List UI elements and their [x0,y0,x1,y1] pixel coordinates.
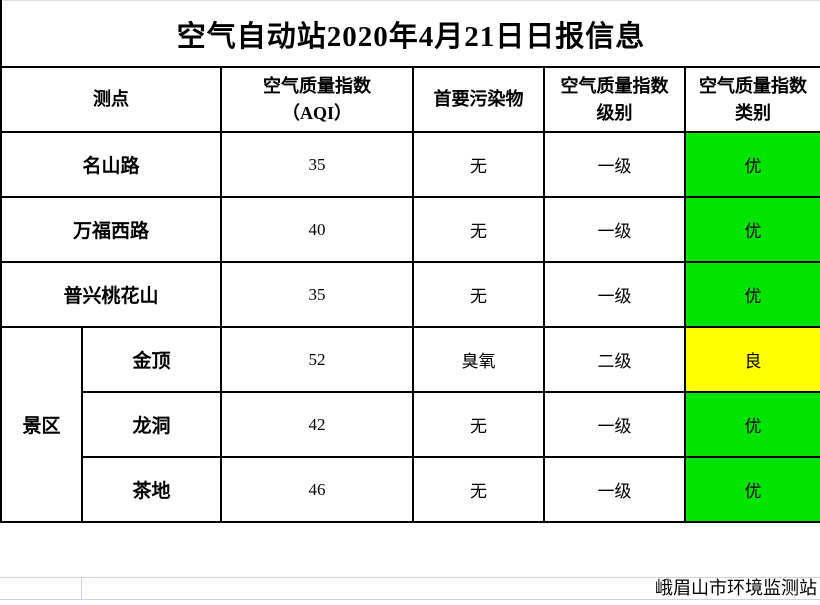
level-value: 一级 [543,391,686,458]
monitoring-station-signature: 峨眉山市环境监测站 [655,578,817,598]
table-row: 茶地 46 无 一级 优 [1,456,820,523]
category-badge: 优 [683,391,820,458]
gridline-divider [81,578,82,599]
table-row: 普兴桃花山 35 无 一级 优 [0,261,820,328]
site-name: 金顶 [81,326,222,393]
category-badge: 优 [683,196,820,263]
pollutant-value: 无 [412,456,545,523]
title-row: 空气自动站2020年4月21日日报信息 [0,0,820,68]
pollutant-value: 无 [412,196,545,263]
aqi-value: 52 [220,326,414,393]
aqi-value: 35 [220,131,414,198]
site-name: 万福西路 [0,196,222,263]
column-header-aqi: 空气质量指数 （AQI） [220,66,414,133]
level-value: 一级 [543,261,686,328]
site-name: 龙洞 [81,391,222,458]
level-value: 一级 [543,196,686,263]
pollutant-value: 臭氧 [412,326,545,393]
aqi-value: 35 [220,261,414,328]
site-name: 普兴桃花山 [0,261,222,328]
footer-gridline-row: 峨眉山市环境监测站 [0,577,820,600]
column-header-pollutant: 首要污染物 [412,66,545,133]
report-table: 空气自动站2020年4月21日日报信息 测点 空气质量指数 （AQI） 首要污染… [0,0,820,523]
category-badge: 优 [683,131,820,198]
aqi-value: 46 [220,456,414,523]
category-badge: 优 [683,456,820,523]
header-row: 测点 空气质量指数 （AQI） 首要污染物 空气质量指数 级别 空气质量指数 类… [0,66,820,133]
level-value: 一级 [543,131,686,198]
site-group-label: 景区 [0,326,83,523]
pollutant-value: 无 [412,261,545,328]
column-header-site: 测点 [0,66,222,133]
page-title: 空气自动站2020年4月21日日报信息 [0,0,820,68]
site-name: 名山路 [0,131,222,198]
category-badge: 优 [683,261,820,328]
table-row: 景区 金顶 52 臭氧 二级 良 [0,326,820,523]
aqi-value: 40 [220,196,414,263]
aqi-value: 42 [220,391,414,458]
column-header-level: 空气质量指数 级别 [543,66,686,133]
column-header-category: 空气质量指数 类别 [683,66,820,133]
table-row: 名山路 35 无 一级 优 [0,131,820,198]
level-value: 一级 [543,456,686,523]
level-value: 二级 [543,326,686,393]
pollutant-value: 无 [412,131,545,198]
site-name: 茶地 [81,456,222,523]
category-badge: 良 [683,326,820,393]
pollutant-value: 无 [412,391,545,458]
table-row: 万福西路 40 无 一级 优 [0,196,820,263]
table-row: 龙洞 42 无 一级 优 [1,391,820,458]
